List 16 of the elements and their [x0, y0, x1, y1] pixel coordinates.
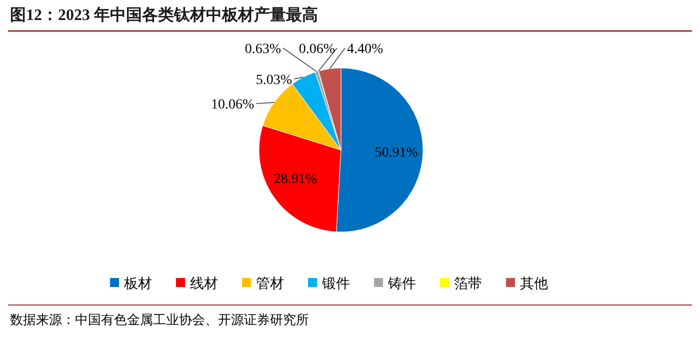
- legend-label: 其他: [520, 276, 548, 292]
- chart-title: 图12：2023 年中国各类钛材中板材产量最高: [10, 5, 318, 24]
- legend-label: 线材: [190, 276, 218, 292]
- data-label: 4.40%: [347, 42, 384, 57]
- legend-label: 铸件: [387, 276, 416, 292]
- source-note: 数据来源：中国有色金属工业协会、开源证券研究所: [10, 312, 309, 327]
- data-label: 5.03%: [256, 72, 292, 88]
- data-label: 50.91%: [374, 145, 418, 160]
- data-label: 0.06%: [298, 42, 336, 57]
- data-label: 0.63%: [244, 42, 282, 57]
- legend-label: 板材: [123, 276, 152, 292]
- legend-label: 管材: [256, 276, 284, 292]
- data-label: 28.91%: [274, 172, 318, 187]
- legend-label: 箔带: [454, 276, 482, 292]
- legend-label: 锻件: [321, 276, 350, 292]
- data-label: 10.06%: [211, 98, 254, 113]
